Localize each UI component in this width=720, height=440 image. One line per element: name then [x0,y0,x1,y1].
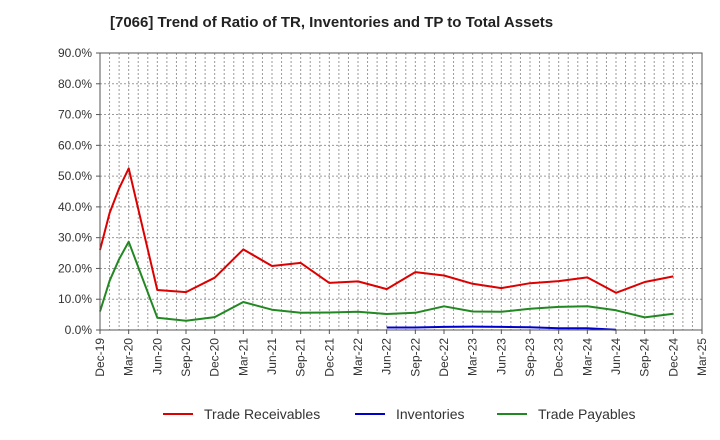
x-tick-label: Jun-20 [150,338,164,375]
legend-layer: Trade Receivables Inventories Trade Payabl… [163,406,636,422]
x-tick-label: Mar-24 [580,338,594,376]
chart-title: [7066] Trend of Ratio of TR, Inventories… [110,14,554,31]
series-line-trade-receivables [99,167,674,294]
x-tick-label: Sep-21 [294,338,308,377]
grid-layer [100,53,702,330]
x-tick-label: Dec-19 [93,338,107,377]
y-tick-label: 70.0% [58,108,92,122]
x-tick-label: Jun-24 [609,338,623,375]
legend-label-inventories: Inventories [396,406,464,422]
y-tick-label: 40.0% [58,200,92,214]
plot-frame [99,52,703,331]
x-tick-label: Dec-21 [322,338,336,377]
x-tick-label: Sep-23 [523,338,537,377]
x-tick-label: Dec-24 [666,338,680,377]
x-tick-label: Dec-20 [208,338,222,377]
x-tick-label: Mar-23 [466,338,480,376]
x-tick-label: Mar-21 [236,338,250,376]
series-line-trade-payables [99,240,674,322]
x-tick-label: Jun-22 [380,338,394,375]
series-line-inventories [386,325,617,331]
y-tick-label: 10.0% [58,292,92,306]
y-tick-label: 50.0% [58,169,92,183]
series-layer [99,167,674,331]
x-tick-label: Jun-21 [265,338,279,375]
y-tick-label: 30.0% [58,231,92,245]
y-tick-label: 20.0% [58,261,92,275]
legend-label-trade-payables: Trade Payables [538,406,636,422]
y-tick-label: 80.0% [58,77,92,91]
x-tick-label: Sep-24 [638,338,652,377]
axis-layer: 0.0% 10.0% 20.0% 30.0% 40.0% 50.0% 60.0% 70.0% 8… [58,46,709,377]
y-tick-label: 0.0% [65,323,93,337]
x-tick-label: Mar-22 [351,338,365,376]
x-tick-label: Mar-20 [122,338,136,376]
y-tick-label: 60.0% [58,138,92,152]
x-tick-label: Dec-22 [437,338,451,377]
x-tick-label: Mar-25 [695,338,709,376]
y-tick-label: 90.0% [58,46,92,60]
x-tick-label: Sep-22 [408,338,422,377]
legend-label-trade-receivables: Trade Receivables [204,406,320,422]
x-tick-label: Jun-23 [494,338,508,375]
x-tick-label: Sep-20 [179,338,193,377]
x-tick-label: Dec-23 [552,338,566,377]
